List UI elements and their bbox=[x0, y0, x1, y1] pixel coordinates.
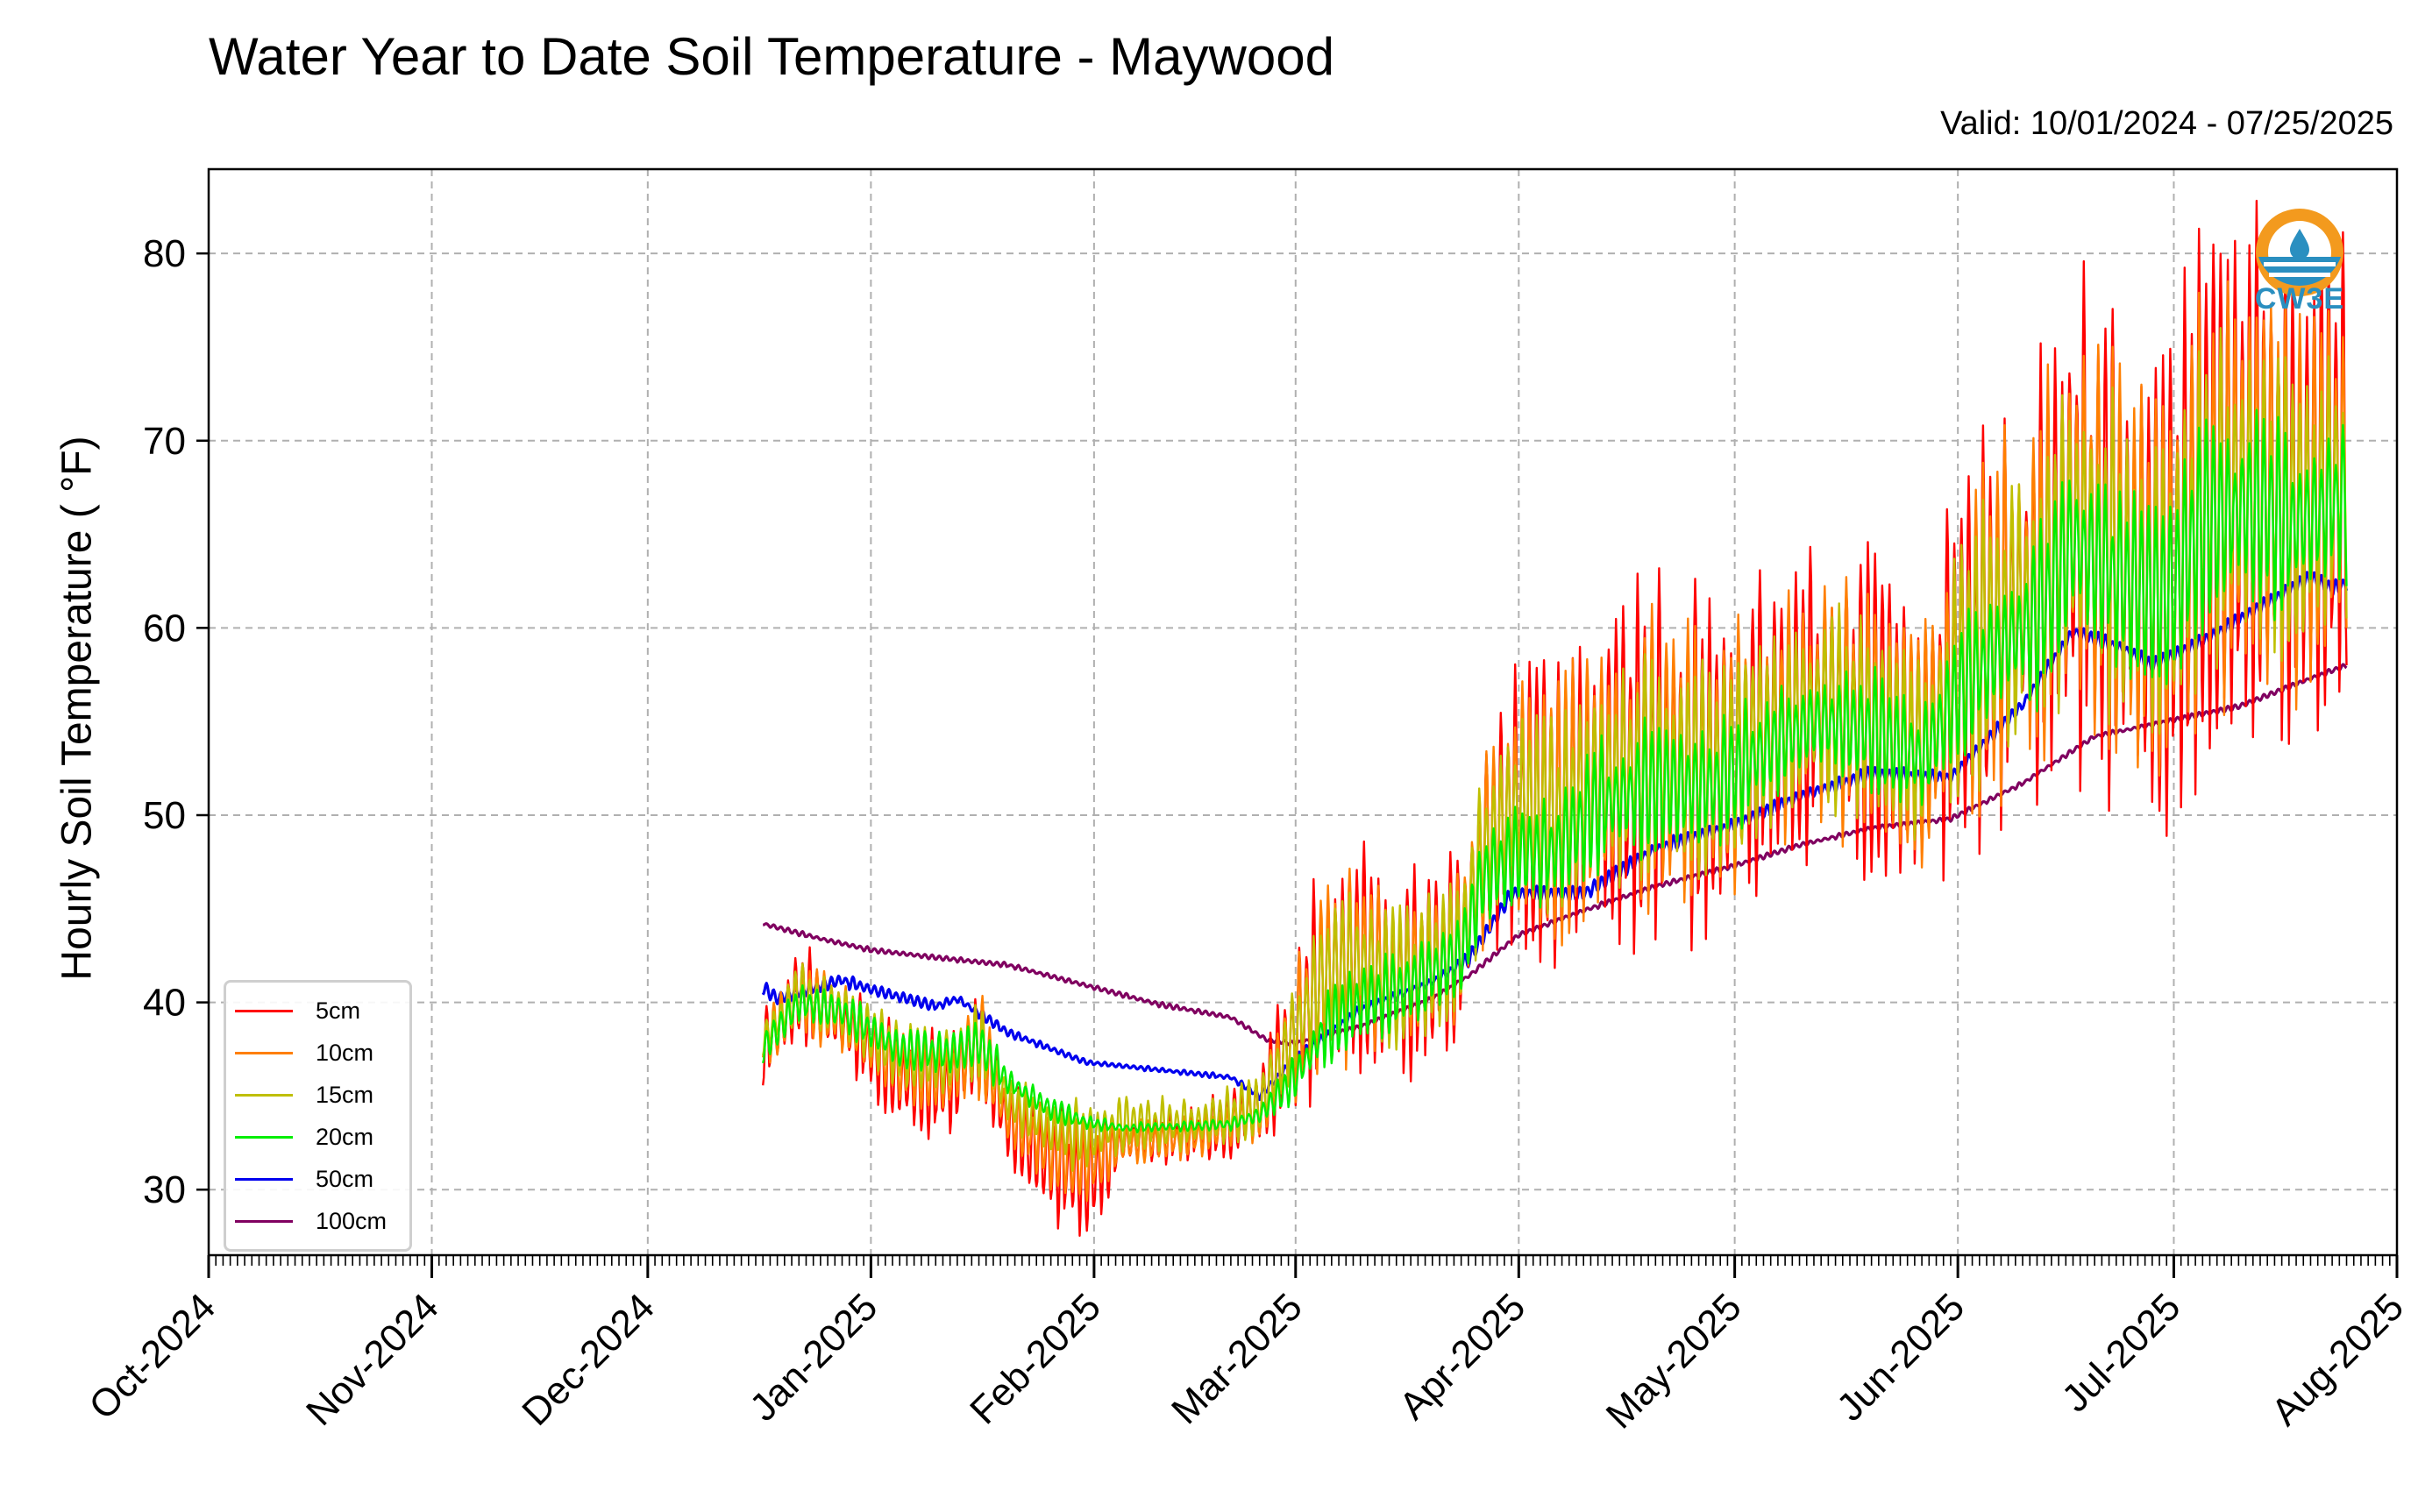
legend-item-100cm: 100cm bbox=[235, 1200, 401, 1242]
y-axis-label: Hourly Soil Temperature ( °F) bbox=[53, 436, 101, 981]
x-tick-label: Dec-2024 bbox=[514, 1285, 663, 1434]
legend-label: 5cm bbox=[316, 997, 361, 1024]
y-tick-label: 60 bbox=[143, 607, 186, 650]
legend-swatch bbox=[235, 1177, 293, 1181]
legend-swatch bbox=[235, 1135, 293, 1139]
legend-item-10cm: 10cm bbox=[235, 1032, 401, 1074]
legend-swatch bbox=[235, 1093, 293, 1097]
x-tick-label: Jun-2025 bbox=[1829, 1285, 1973, 1429]
x-tick-label: Apr-2025 bbox=[1391, 1285, 1534, 1428]
x-tick-label: Aug-2025 bbox=[2263, 1285, 2412, 1434]
cw3e-logo-icon bbox=[2256, 209, 2343, 296]
legend-swatch bbox=[235, 1219, 293, 1223]
x-axis: Oct-2024 Nov-2024 Dec-2024 Jan-2025 Feb-2025… bbox=[81, 1255, 2412, 1437]
legend-label: 10cm bbox=[316, 1039, 374, 1066]
y-tick-label: 40 bbox=[143, 982, 186, 1025]
x-tick-label: Jan-2025 bbox=[742, 1285, 885, 1429]
y-tick-label: 80 bbox=[143, 232, 186, 275]
legend-item-50cm: 50cm bbox=[235, 1158, 401, 1200]
legend-item-20cm: 20cm bbox=[235, 1116, 401, 1158]
series-line-10cm bbox=[762, 280, 2348, 1203]
plot-lines bbox=[761, 199, 2349, 1238]
series-line-20cm bbox=[762, 408, 2348, 1134]
legend-label: 15cm bbox=[316, 1081, 374, 1108]
legend-label: 100cm bbox=[316, 1207, 388, 1234]
chart-title: Water Year to Date Soil Temperature - Ma… bbox=[209, 27, 1334, 86]
legend-item-5cm: 5cm bbox=[235, 990, 401, 1032]
legend-label: 20cm bbox=[316, 1123, 374, 1150]
x-tick-label: May-2025 bbox=[1598, 1285, 1750, 1437]
chart-subtitle: Valid: 10/01/2024 - 07/25/2025 bbox=[1940, 105, 2393, 142]
y-tick-label: 70 bbox=[143, 420, 186, 463]
series-line-15cm bbox=[762, 327, 2348, 1172]
y-tick-label: 50 bbox=[143, 794, 186, 837]
y-axis: 30 40 50 60 70 80 bbox=[143, 232, 209, 1211]
plot-frame bbox=[207, 167, 2399, 1257]
x-tick-label: Oct-2024 bbox=[81, 1285, 224, 1428]
y-tick-label: 30 bbox=[143, 1168, 186, 1211]
legend-item-15cm: 15cm bbox=[235, 1074, 401, 1116]
x-tick-label: Jul-2025 bbox=[2054, 1285, 2189, 1420]
x-tick-label: Nov-2024 bbox=[298, 1285, 447, 1434]
grid bbox=[208, 169, 2398, 1255]
legend-swatch bbox=[235, 1051, 293, 1054]
legend: 5cm 10cm 15cm 20cm 50cm 100cm bbox=[224, 980, 412, 1252]
legend-swatch bbox=[235, 1009, 293, 1012]
logo-text: CW3E bbox=[2254, 282, 2345, 316]
legend-label: 50cm bbox=[316, 1165, 374, 1192]
x-tick-label: Feb-2025 bbox=[962, 1285, 1109, 1432]
x-tick-label: Mar-2025 bbox=[1163, 1285, 1311, 1432]
